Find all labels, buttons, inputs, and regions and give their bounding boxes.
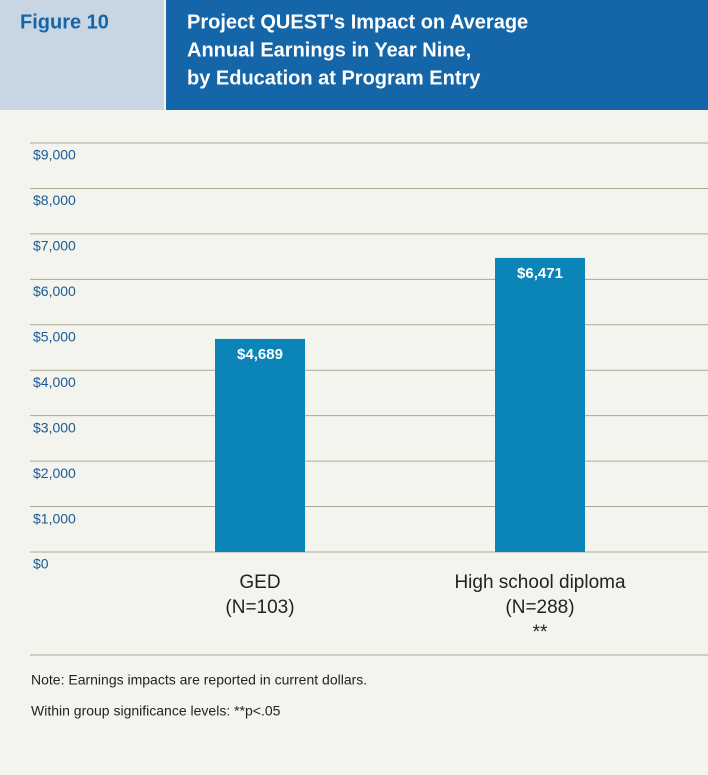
x-tick-label: GED xyxy=(239,572,280,593)
y-tick-label: $3,000 xyxy=(33,419,76,435)
y-tick-label: $7,000 xyxy=(33,238,76,254)
bar xyxy=(215,338,305,552)
note: Within group significance levels: **p<.0… xyxy=(31,703,281,719)
figure-label: Figure 10 xyxy=(20,11,109,33)
y-tick-label: $0 xyxy=(33,556,49,572)
y-tick-label: $4,000 xyxy=(33,374,76,390)
value-label: $6,471 xyxy=(517,265,563,282)
chart-title: Project QUEST's Impact on Average xyxy=(187,11,528,33)
chart-title: by Education at Program Entry xyxy=(187,67,481,89)
value-label: $4,689 xyxy=(237,346,283,363)
x-tick-label: (N=288) xyxy=(505,597,574,618)
y-tick-label: $5,000 xyxy=(33,328,76,344)
y-tick-label: $6,000 xyxy=(33,283,76,299)
y-tick-label: $9,000 xyxy=(33,147,76,163)
y-tick-label: $1,000 xyxy=(33,510,76,526)
chart-title: Annual Earnings in Year Nine, xyxy=(187,39,471,61)
x-tick-label: ** xyxy=(533,622,548,643)
x-tick-label: High school diploma xyxy=(454,572,626,593)
title-box xyxy=(166,0,708,110)
y-tick-label: $8,000 xyxy=(33,192,76,208)
figure-label-box xyxy=(0,0,164,110)
x-tick-label: (N=103) xyxy=(225,597,294,618)
bar xyxy=(495,257,585,552)
note: Note: Earnings impacts are reported in c… xyxy=(31,672,367,688)
y-tick-label: $2,000 xyxy=(33,465,76,481)
